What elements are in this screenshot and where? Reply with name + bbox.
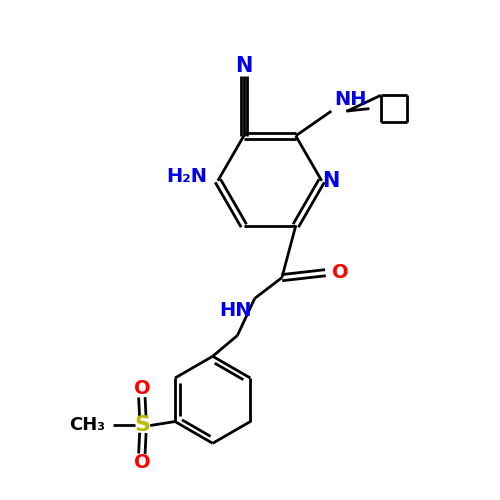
Text: S: S: [135, 416, 151, 436]
Text: CH₃: CH₃: [69, 416, 105, 434]
Text: N: N: [322, 171, 340, 191]
Text: HN: HN: [220, 301, 252, 320]
Text: O: O: [332, 263, 348, 282]
Text: NH: NH: [334, 90, 366, 108]
Text: H₂N: H₂N: [166, 168, 207, 186]
Text: O: O: [134, 452, 150, 471]
Text: N: N: [235, 56, 252, 76]
Text: O: O: [134, 380, 150, 398]
